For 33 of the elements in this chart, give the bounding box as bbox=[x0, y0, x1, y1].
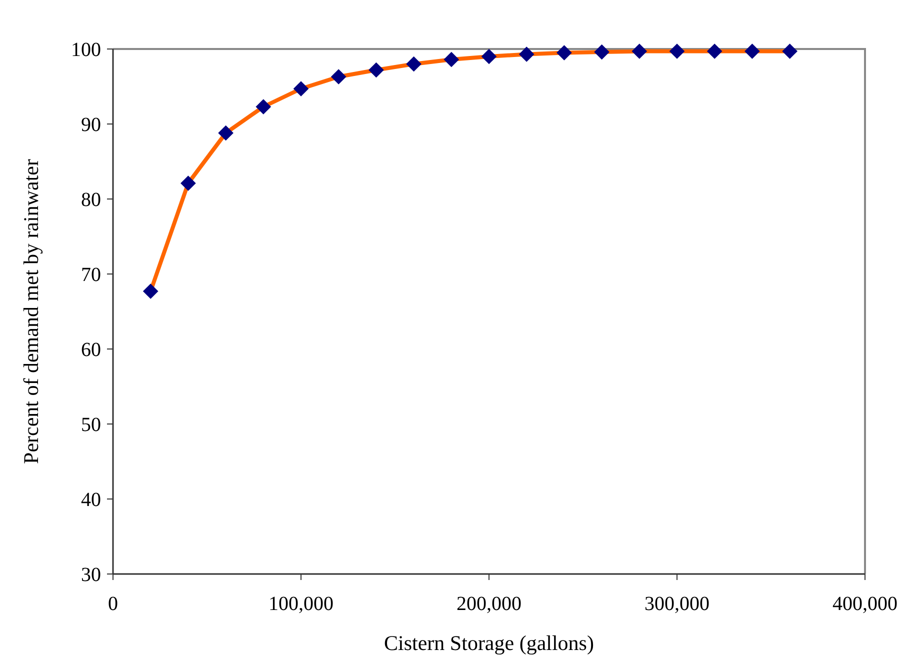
y-tick-label: 90 bbox=[81, 114, 101, 136]
y-tick-label: 40 bbox=[81, 489, 101, 511]
point bbox=[256, 99, 272, 114]
point bbox=[669, 44, 685, 59]
point bbox=[142, 284, 158, 299]
y-tick-label: 70 bbox=[81, 264, 101, 286]
y-tick-label: 80 bbox=[81, 189, 101, 211]
point bbox=[218, 125, 234, 141]
point bbox=[782, 44, 798, 59]
point bbox=[180, 176, 196, 191]
x-tick-label: 200,000 bbox=[456, 593, 522, 615]
point bbox=[368, 62, 384, 78]
x-axis-title: Cistern Storage (gallons) bbox=[384, 631, 594, 655]
point bbox=[406, 56, 422, 72]
point bbox=[330, 69, 346, 84]
y-tick-label: 30 bbox=[81, 564, 101, 586]
x-tick-label: 400,000 bbox=[832, 593, 898, 615]
point bbox=[744, 44, 760, 59]
x-tick-label: 300,000 bbox=[644, 593, 710, 615]
y-tick-label: 50 bbox=[81, 414, 101, 436]
point bbox=[594, 44, 610, 60]
point bbox=[556, 45, 572, 60]
x-tick-label: 0 bbox=[108, 593, 118, 615]
point bbox=[444, 52, 460, 68]
point bbox=[293, 81, 309, 96]
y-tick-label: 60 bbox=[81, 339, 101, 361]
point bbox=[481, 48, 497, 64]
x-tick-label: 100,000 bbox=[268, 593, 334, 615]
point bbox=[518, 46, 534, 62]
point bbox=[632, 44, 648, 59]
y-tick-label: 100 bbox=[71, 39, 101, 61]
point bbox=[706, 44, 722, 59]
y-axis-title: Percent of demand met by rainwater bbox=[19, 159, 43, 464]
